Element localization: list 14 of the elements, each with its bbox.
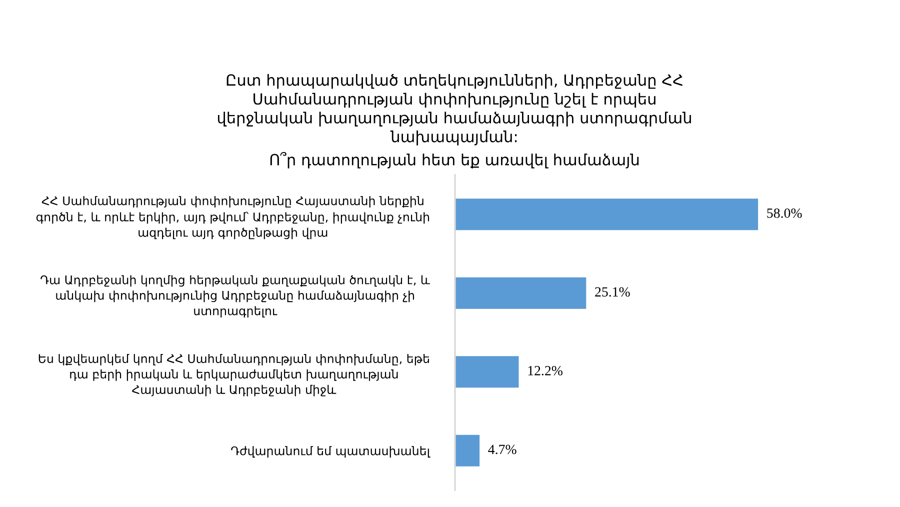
data-label: 25.1% xyxy=(595,287,630,297)
y-tick-label: Դժվարանում եմ պատասխանել xyxy=(231,446,430,458)
bar xyxy=(455,198,758,230)
data-label: 4.7% xyxy=(488,444,516,454)
chart-subtitle: Ո՞ր դատողության հետ եք առավել համաձայն xyxy=(270,152,639,168)
y-tick-label: Ես կքվեարկեմ կողմ ՀՀ Սահմանադրության փոփոխմանը, եթե դա բերի իրական և երկարաժամկետ խաղաղության Հայաստանի և Ադրբեջանի միջև xyxy=(38,354,430,396)
y-tick-label: Դա Ադրբեջանի կողմից հերթական քաղաքական ծուղակն է, և անկախ փոփոխությունից Ադրբեջանը համաձայնագիր չի ստորագրելու xyxy=(40,275,430,318)
chart-title: Ըստ հրապարակված տեղեկությունների, Ադրբեջանը ՀՀ Սահմանադրության փոփոխությունը նշել է որպես վերջնական խաղաղության համաձայնագրի ստորագրման նախապայման: xyxy=(218,74,691,146)
bar xyxy=(455,356,519,388)
data-label: 12.2% xyxy=(528,366,562,376)
y-tick-label: ՀՀ Սահմանադրության փոփոխությունը Հայաստանի ներքին գործն է, և որևէ երկիր, այդ թվում՝ Ադրբեջանը, իրավունք չունի ազդելու այդ գործընթացի վրա xyxy=(36,196,430,240)
data-label: 58.0% xyxy=(767,208,802,218)
bar xyxy=(455,434,480,466)
bar xyxy=(455,277,586,309)
